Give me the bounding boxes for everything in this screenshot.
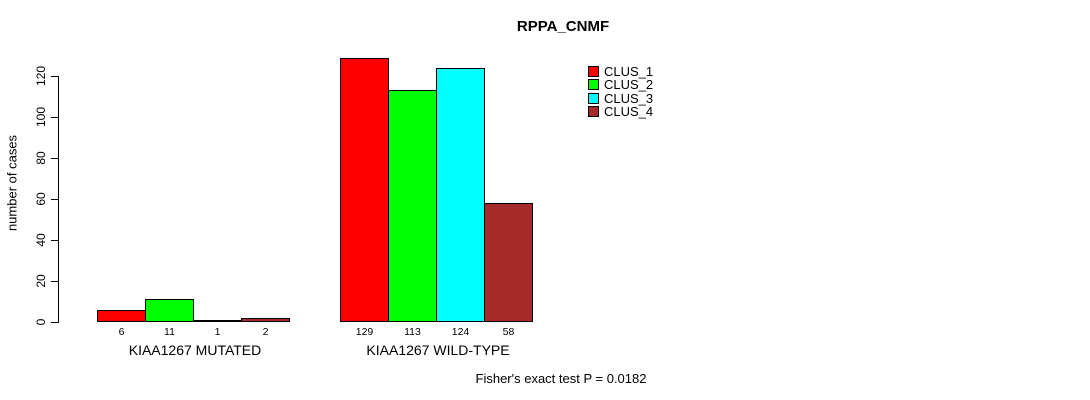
bar-value-label: 113 [404,326,421,338]
y-tick-label: 40 [34,233,48,247]
y-tick-label: 0 [34,318,48,326]
legend-swatch-clus-1 [588,66,599,77]
chart-title: RPPA_CNMF [516,18,610,35]
y-tick-label: 120 [34,65,48,87]
bar-clus-3-group1 [193,319,242,322]
y-tick-label: 100 [34,106,48,128]
bar-value-label: 2 [262,326,269,338]
legend-swatch-clus-4 [588,105,599,117]
bar-clus-3-group2 [436,67,485,322]
bar-value-label: 129 [355,326,374,338]
legend-item: CLUS_4 [588,105,653,118]
bar-value-label: 124 [451,326,470,338]
legend-swatch-clus-2 [588,79,599,91]
bar-clus-4-group2 [484,203,533,322]
legend: CLUS_1 CLUS_2 CLUS_3 CLUS_4 [588,65,708,121]
bar-clus-4-group1 [241,317,290,322]
legend-item: CLUS_3 [588,92,653,105]
bar-value-label: 11 [164,326,175,338]
bar-clus-1-group1 [97,309,146,322]
legend-label: CLUS_1 [604,64,654,79]
bar-value-label: 58 [502,326,515,338]
y-tick [51,322,58,323]
y-tick [51,117,58,118]
bar-clus-1-group2 [340,57,389,322]
y-tick-label: 60 [34,192,48,206]
legend-label: CLUS_2 [604,77,654,93]
legend-swatch-clus-3 [588,92,599,104]
y-tick [51,281,58,282]
legend-item: CLUS_1 [588,65,653,78]
bar-clus-2-group2 [388,90,437,322]
y-tick-label: 20 [34,274,48,288]
y-tick [51,158,58,159]
bar-value-label: 1 [214,326,221,338]
bar-value-label: 6 [118,326,125,338]
x-group-label-mutated: KIAA1267 MUTATED [128,342,262,358]
bar-clus-2-group1 [145,299,194,322]
legend-item: CLUS_2 [588,78,653,91]
legend-label: CLUS_4 [604,103,654,119]
fisher-test-annotation: Fisher's exact test P = 0.0182 [475,371,647,386]
x-group-label-wild-type: KIAA1267 WILD-TYPE [366,342,510,358]
legend-label: CLUS_3 [604,90,654,106]
y-tick [51,240,58,241]
y-tick-label: 80 [34,151,48,165]
y-tick [51,199,58,200]
y-tick [51,76,58,77]
y-axis-line [58,76,59,323]
